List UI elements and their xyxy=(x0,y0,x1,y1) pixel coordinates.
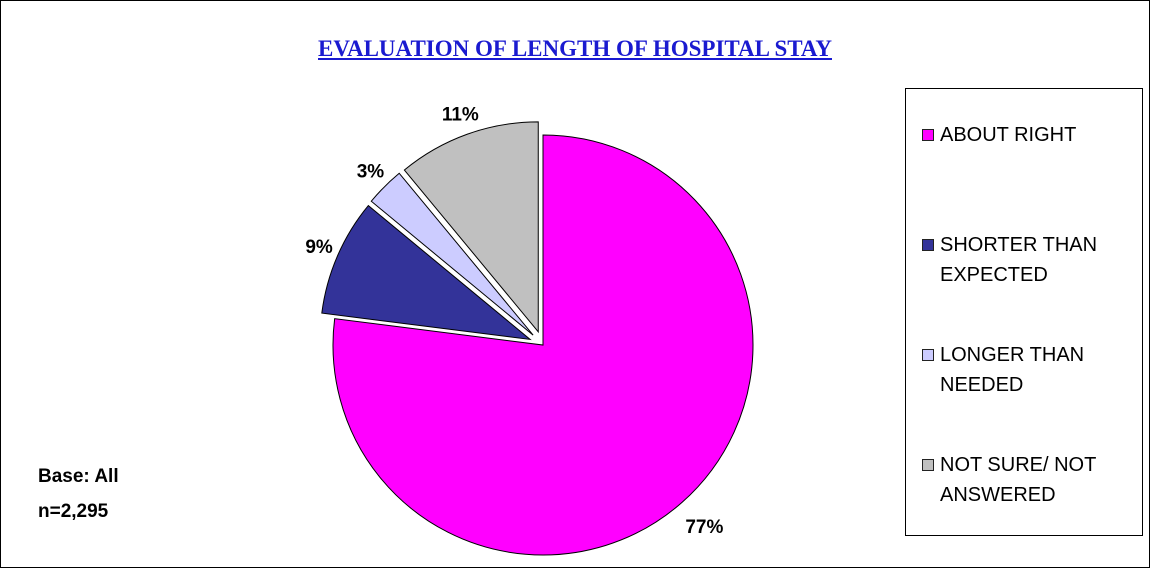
chart-title: EVALUATION OF LENGTH OF HOSPITAL STAY xyxy=(318,36,832,61)
legend-entry: ABOUT RIGHT xyxy=(922,120,1137,150)
legend-swatch xyxy=(922,349,934,361)
pie-slice xyxy=(332,134,754,556)
annotation: n=2,295 xyxy=(38,501,109,522)
annotation: Base: All xyxy=(38,466,119,487)
legend: ABOUT RIGHT SHORTER THAN EXPECTED LONGER T… xyxy=(905,88,1143,536)
pie-slice xyxy=(403,121,539,334)
legend-swatch xyxy=(922,239,934,251)
legend-entry: SHORTER THAN EXPECTED xyxy=(922,230,1137,290)
legend-swatch xyxy=(922,459,934,471)
pie-slice xyxy=(370,172,534,336)
legend-entry: NOT SURE/ NOT ANSWERED xyxy=(922,450,1137,510)
legend-label: NOT SURE/ NOT ANSWERED xyxy=(940,454,1096,506)
pie-slice xyxy=(321,204,532,341)
data-label: 3% xyxy=(357,161,385,182)
legend-swatch xyxy=(922,129,934,141)
data-label: 11% xyxy=(442,104,479,125)
legend-label: LONGER THAN NEEDED xyxy=(940,344,1085,396)
legend-label: ABOUT RIGHT xyxy=(940,124,1077,146)
data-label: 9% xyxy=(305,237,333,258)
legend-entry: LONGER THAN NEEDED xyxy=(922,340,1137,400)
data-label: 77% xyxy=(685,517,723,538)
legend-label: SHORTER THAN EXPECTED xyxy=(940,234,1098,286)
